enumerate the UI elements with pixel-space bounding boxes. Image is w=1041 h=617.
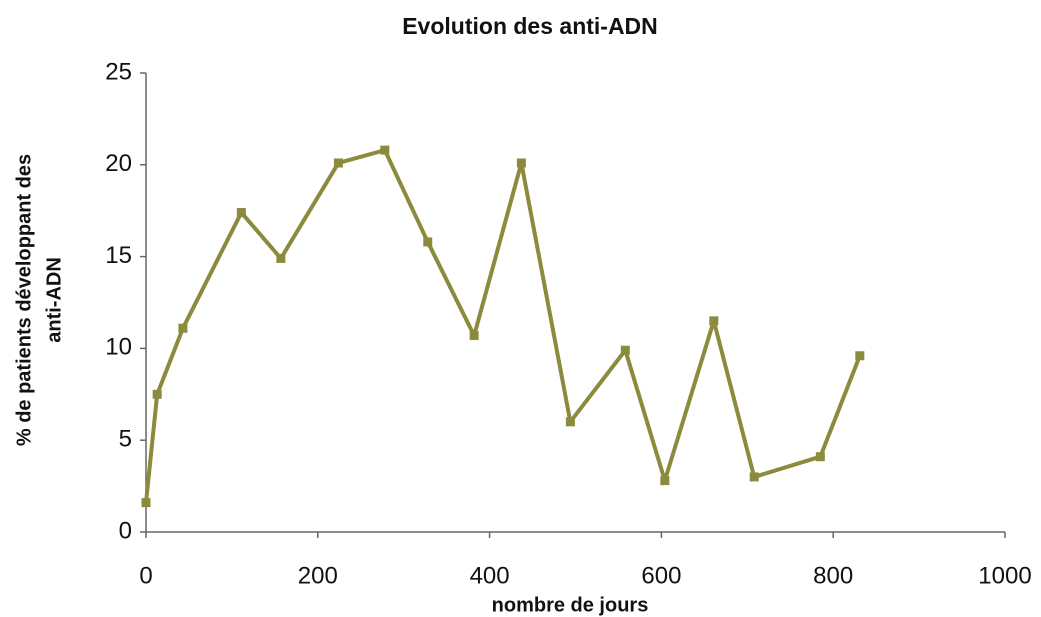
- marker: [749, 472, 759, 482]
- y-axis-label: % de patients développant des: [13, 154, 35, 446]
- marker: [469, 331, 479, 341]
- y-tick-label: 15: [105, 242, 132, 269]
- marker: [141, 498, 151, 508]
- x-tick-label: 1000: [978, 562, 1031, 589]
- x-tick-label: 800: [813, 562, 853, 589]
- x-tick-label: 200: [298, 562, 338, 589]
- marker: [620, 345, 630, 355]
- marker: [565, 417, 575, 427]
- marker: [855, 351, 865, 361]
- marker: [236, 208, 246, 218]
- marker: [178, 323, 188, 333]
- marker: [815, 452, 825, 462]
- y-tick-label: 0: [119, 517, 132, 544]
- y-tick-label: 5: [119, 426, 132, 453]
- marker: [152, 389, 162, 399]
- marker: [380, 145, 390, 155]
- marker: [516, 158, 526, 168]
- y-tick-label: 20: [105, 150, 132, 177]
- marker: [660, 476, 670, 486]
- marker: [333, 158, 343, 168]
- x-tick-label: 600: [641, 562, 681, 589]
- marker: [423, 237, 433, 247]
- x-axis-label: nombre de jours: [492, 594, 649, 616]
- marker: [276, 253, 286, 263]
- x-tick-label: 0: [139, 562, 152, 589]
- line: [144, 148, 862, 503]
- chart-title: Evolution des anti-ADN: [402, 13, 658, 39]
- y-tick-label: 25: [105, 58, 132, 85]
- y-tick-label: 10: [105, 334, 132, 361]
- y-axis-label: anti-ADN: [43, 257, 65, 343]
- x-tick-label: 400: [470, 562, 510, 589]
- marker: [709, 316, 719, 326]
